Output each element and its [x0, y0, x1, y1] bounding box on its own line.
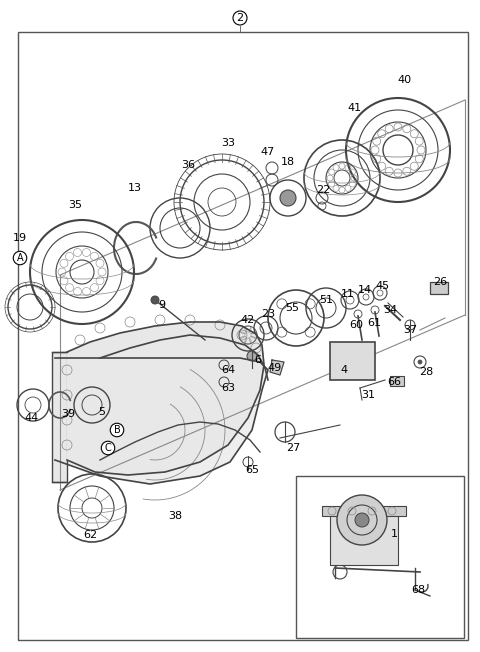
Bar: [390, 376, 404, 386]
Text: 45: 45: [375, 281, 389, 291]
Text: 42: 42: [241, 315, 255, 325]
Text: 18: 18: [281, 157, 295, 167]
Text: 1: 1: [391, 529, 397, 539]
Bar: [52, 352, 67, 482]
Text: 27: 27: [286, 443, 300, 453]
Polygon shape: [270, 360, 284, 375]
Text: C: C: [105, 443, 111, 453]
Text: 36: 36: [181, 160, 195, 170]
Text: 38: 38: [168, 511, 182, 521]
Circle shape: [337, 495, 387, 545]
Text: 61: 61: [367, 318, 381, 328]
Text: 65: 65: [245, 465, 259, 475]
Polygon shape: [55, 358, 268, 484]
Text: 11: 11: [341, 289, 355, 299]
Bar: [322, 506, 406, 516]
Text: 19: 19: [13, 233, 27, 243]
Text: A: A: [17, 253, 24, 263]
Text: 28: 28: [419, 367, 433, 377]
Text: 44: 44: [25, 413, 39, 423]
Text: 14: 14: [358, 285, 372, 295]
Text: 63: 63: [221, 383, 235, 393]
Polygon shape: [67, 322, 264, 475]
Text: 26: 26: [433, 277, 447, 287]
Text: 60: 60: [349, 320, 363, 330]
Text: 55: 55: [285, 303, 299, 313]
Text: 35: 35: [68, 200, 82, 210]
Bar: [330, 342, 375, 380]
Text: 51: 51: [319, 295, 333, 305]
Text: 41: 41: [348, 103, 362, 113]
Bar: [296, 476, 464, 638]
Text: 5: 5: [98, 407, 106, 417]
Text: 49: 49: [268, 363, 282, 373]
Text: 39: 39: [61, 409, 75, 419]
Text: 34: 34: [383, 305, 397, 315]
Circle shape: [355, 513, 369, 527]
Circle shape: [418, 360, 422, 364]
Text: 4: 4: [340, 365, 348, 375]
Text: 40: 40: [398, 75, 412, 85]
Text: 37: 37: [403, 325, 417, 335]
Text: 23: 23: [261, 309, 275, 319]
Text: 62: 62: [83, 530, 97, 540]
Text: 66: 66: [387, 377, 401, 387]
Text: 9: 9: [158, 300, 166, 310]
Text: 6: 6: [254, 355, 262, 365]
Text: 13: 13: [128, 183, 142, 193]
Text: 31: 31: [361, 390, 375, 400]
Circle shape: [151, 296, 159, 304]
Text: 2: 2: [237, 13, 243, 23]
Text: 68: 68: [411, 585, 425, 595]
Text: 33: 33: [221, 138, 235, 148]
Circle shape: [247, 351, 257, 361]
Bar: [330, 510, 398, 565]
Text: 22: 22: [316, 185, 330, 195]
Text: B: B: [114, 425, 120, 435]
Bar: [430, 282, 448, 294]
Circle shape: [280, 190, 296, 206]
Text: 47: 47: [261, 147, 275, 157]
Text: 64: 64: [221, 365, 235, 375]
